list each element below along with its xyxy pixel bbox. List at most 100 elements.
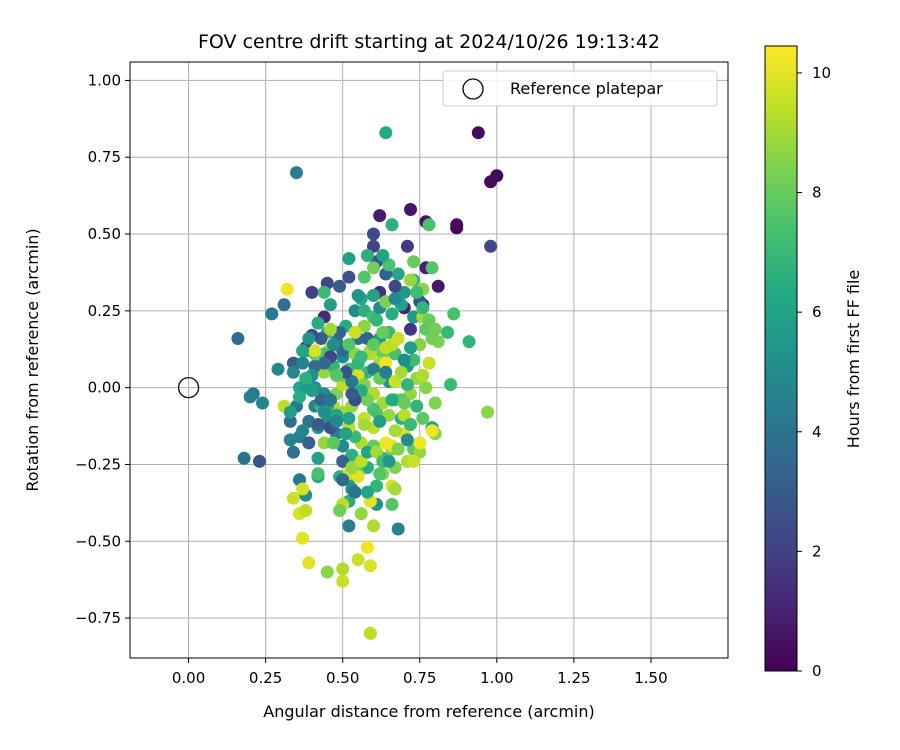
data-point — [296, 482, 310, 496]
data-point — [317, 285, 331, 299]
data-point — [308, 344, 322, 358]
data-point — [286, 365, 300, 379]
x-tick-label: 1.00 — [480, 669, 513, 687]
data-point — [231, 332, 245, 345]
data-point — [286, 491, 300, 505]
x-tick-label: 0.50 — [326, 669, 359, 687]
data-point — [407, 310, 421, 324]
data-point — [400, 378, 414, 392]
data-point — [444, 378, 458, 392]
data-point — [360, 485, 374, 499]
data-point — [336, 562, 350, 576]
data-point — [367, 362, 380, 376]
data-point — [345, 461, 359, 474]
y-tick-label: −0.25 — [75, 455, 121, 473]
data-point — [283, 405, 297, 419]
colorbar-tick-label: 0 — [812, 662, 822, 680]
data-point — [342, 252, 356, 266]
data-point — [351, 470, 365, 484]
data-point — [360, 249, 374, 262]
data-point — [354, 454, 368, 468]
data-point — [376, 325, 390, 339]
data-point — [400, 239, 414, 253]
data-point — [404, 341, 417, 355]
data-point — [336, 574, 350, 588]
data-point — [376, 249, 390, 262]
data-point — [299, 371, 313, 385]
data-point — [336, 473, 350, 487]
data-point — [385, 393, 399, 407]
data-point — [317, 405, 331, 419]
data-point — [342, 519, 356, 533]
data-point — [416, 411, 430, 425]
data-point — [311, 316, 325, 330]
data-point — [357, 270, 371, 284]
data-point — [397, 353, 411, 367]
data-point — [345, 375, 359, 388]
data-point — [367, 227, 380, 241]
x-tick-label: 1.50 — [634, 669, 667, 687]
chart-title: FOV centre drift starting at 2024/10/26 … — [198, 31, 660, 53]
data-point — [342, 411, 356, 425]
data-point — [407, 255, 421, 269]
data-point — [286, 356, 300, 370]
x-tick-label: 0.25 — [249, 669, 282, 687]
data-point — [382, 258, 396, 272]
data-point — [330, 368, 343, 382]
data-point — [290, 166, 303, 180]
data-point — [330, 414, 343, 428]
data-point — [400, 433, 414, 447]
data-point — [314, 393, 328, 407]
data-point — [286, 445, 300, 459]
x-tick-label: 0.75 — [403, 669, 436, 687]
data-point — [283, 414, 297, 428]
data-point — [391, 267, 405, 281]
legend-open-circle-icon — [462, 78, 484, 100]
data-point — [407, 454, 421, 468]
data-point — [422, 356, 436, 370]
data-point — [413, 445, 427, 459]
data-point — [413, 436, 427, 450]
data-point — [447, 307, 461, 321]
data-point — [425, 424, 439, 438]
data-point — [357, 418, 371, 431]
data-point — [351, 289, 365, 302]
data-point — [391, 442, 405, 456]
data-point — [379, 126, 393, 140]
data-point — [323, 393, 337, 407]
data-point — [484, 175, 498, 189]
data-point — [397, 396, 411, 410]
data-point — [367, 519, 380, 533]
data-point — [367, 239, 380, 253]
data-point — [299, 504, 313, 517]
data-point — [370, 313, 384, 327]
data-point — [391, 522, 405, 536]
data-point — [302, 332, 316, 345]
data-point — [360, 393, 374, 407]
data-point — [462, 335, 476, 349]
data-point — [441, 325, 454, 339]
data-point — [357, 304, 371, 318]
data-point — [311, 418, 325, 431]
data-point — [385, 307, 399, 321]
data-point — [311, 451, 325, 465]
plot-frame — [129, 61, 729, 659]
x-axis-label: Angular distance from reference (arcmin) — [263, 702, 594, 721]
data-point — [237, 451, 251, 465]
data-point — [333, 279, 347, 293]
data-points — [231, 126, 504, 640]
data-point — [293, 390, 306, 404]
data-point — [370, 479, 384, 493]
data-point — [348, 304, 362, 318]
data-point — [404, 273, 417, 287]
data-point — [345, 448, 359, 462]
y-axis-ticks: −0.75 −0.50 −0.25 0.00 0.25 0.50 0.75 1.00 — [75, 71, 130, 627]
colorbar-label: Hours from first FF file — [844, 270, 863, 449]
data-point — [367, 338, 380, 352]
colorbar-gradient — [764, 45, 798, 672]
data-point — [296, 356, 310, 370]
y-tick-label: 0.50 — [88, 225, 121, 243]
data-point — [385, 497, 399, 511]
